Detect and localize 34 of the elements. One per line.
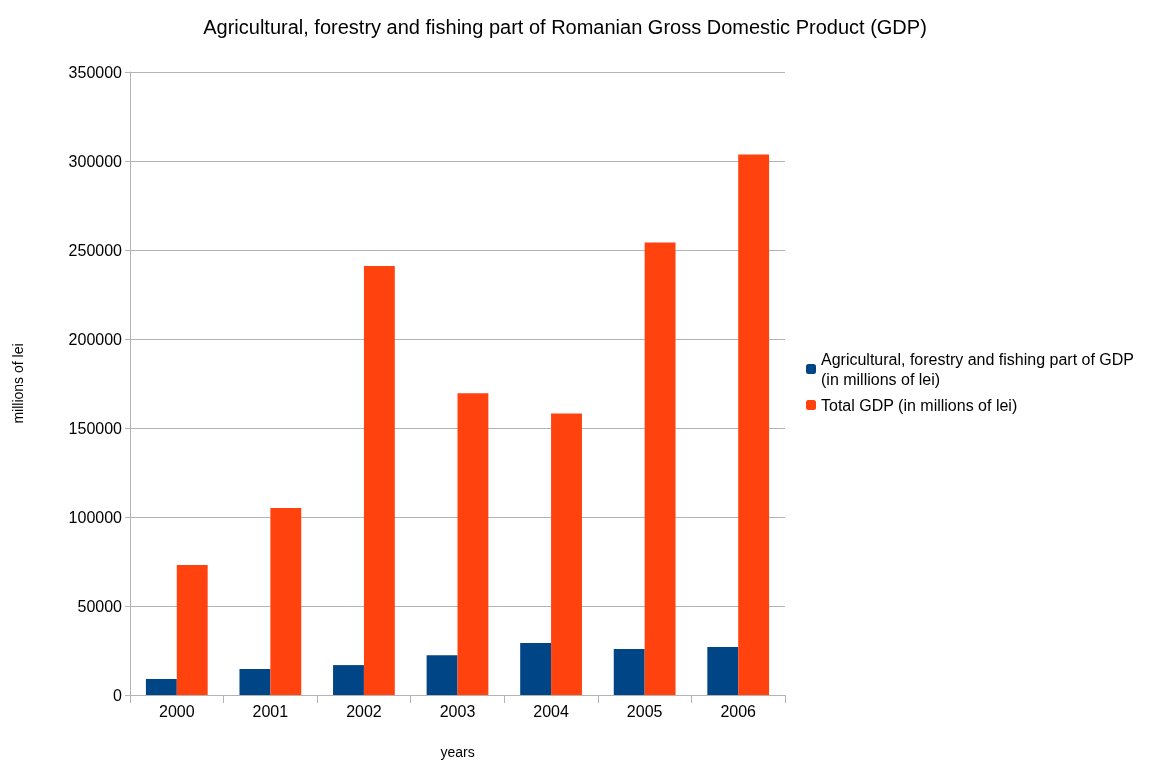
x-tick-label: 2004	[533, 702, 569, 720]
y-tick-label: 0	[113, 686, 123, 704]
bar	[613, 649, 645, 695]
y-tick-label: 150000	[68, 419, 123, 437]
x-tick-label: 2005	[626, 702, 663, 720]
x-tick-label: 2006	[720, 702, 757, 720]
y-tick-label: 300000	[68, 152, 123, 170]
bar	[145, 678, 177, 695]
bar	[363, 266, 395, 695]
y-tick-label: 50000	[77, 597, 123, 615]
bar	[644, 242, 676, 695]
bar	[239, 669, 271, 695]
x-axis-title: years	[440, 744, 475, 760]
chart-title: Agricultural, forestry and fishing part of Romanian Gross Domestic Product (GDP)	[203, 16, 927, 38]
x-tick-label: 2002	[346, 702, 382, 720]
legend-label: Agricultural, forestry and fishing part of GDP (in millions of lei)	[821, 350, 1139, 388]
x-tick-label: 2003	[439, 702, 476, 720]
y-tick-label: 250000	[68, 241, 123, 259]
bar	[707, 646, 739, 695]
y-tick-label: 200000	[68, 330, 123, 348]
y-axis-title: millions of lei	[10, 343, 26, 424]
bar	[333, 665, 364, 695]
y-tick-label: 350000	[68, 63, 123, 81]
bar	[176, 565, 208, 695]
x-tick-label: 2001	[252, 702, 289, 720]
bar	[738, 154, 770, 695]
bar	[551, 413, 582, 695]
bar	[520, 643, 552, 695]
bar	[457, 393, 489, 695]
x-tick-label: 2000	[158, 702, 195, 720]
bar	[270, 508, 302, 695]
legend-label: Total GDP (in millions of lei)	[821, 396, 1018, 414]
bar	[426, 655, 458, 695]
y-tick-label: 100000	[68, 508, 123, 526]
